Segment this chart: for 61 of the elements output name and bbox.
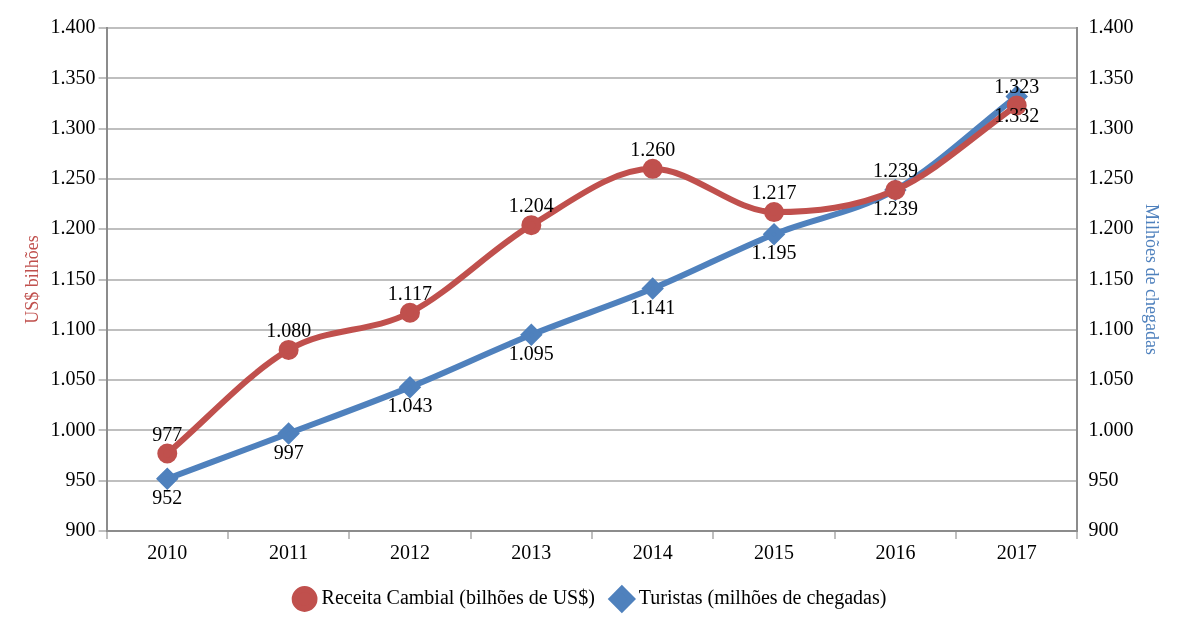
data-label: 1.217 xyxy=(751,181,797,204)
point xyxy=(278,423,299,444)
data-label: 997 xyxy=(273,440,304,463)
point xyxy=(521,324,542,345)
data-label: 1.260 xyxy=(630,138,676,161)
data-label: 1.117 xyxy=(387,281,433,304)
x-tick-label: 2014 xyxy=(632,541,673,564)
point xyxy=(642,158,663,179)
y-tick-label: 1.100 xyxy=(50,317,96,340)
y-tick-label: 1.250 xyxy=(50,166,96,189)
y2-tick-label: 1.350 xyxy=(1088,65,1134,88)
y-tick-label: 1.200 xyxy=(50,216,96,239)
y-axis-title: US$ bilhões xyxy=(21,235,42,324)
y2-tick-label: 1.100 xyxy=(1088,317,1134,340)
x-tick-label: 2013 xyxy=(511,541,552,564)
data-label: 1.239 xyxy=(872,159,918,182)
data-label: 977 xyxy=(152,422,183,445)
y2-tick-label: 1.150 xyxy=(1088,266,1134,289)
x-tick-label: 2011 xyxy=(268,541,309,564)
y2-tick-label: 900 xyxy=(1088,518,1119,541)
x-tick-label: 2010 xyxy=(147,541,188,564)
x-tick-label: 2015 xyxy=(754,541,795,564)
y-tick-label: 1.150 xyxy=(50,266,96,289)
point xyxy=(764,202,785,223)
point xyxy=(157,468,178,489)
point xyxy=(278,339,299,360)
data-label: 1.323 xyxy=(994,74,1040,97)
y-tick-label: 950 xyxy=(65,467,96,490)
y2-tick-label: 1.200 xyxy=(1088,216,1134,239)
point xyxy=(642,278,663,299)
data-label: 1.080 xyxy=(266,319,312,342)
y2-tick-label: 1.300 xyxy=(1088,115,1134,138)
y2-tick-label: 1.050 xyxy=(1088,367,1134,390)
point xyxy=(399,302,420,323)
y-tick-label: 1.300 xyxy=(50,115,96,138)
point xyxy=(399,377,420,398)
point xyxy=(521,215,542,236)
legend-label: Turistas (milhões de chegadas) xyxy=(638,586,887,610)
point xyxy=(157,443,178,464)
y2-tick-label: 1.400 xyxy=(1088,15,1134,38)
data-label: 1.195 xyxy=(751,241,797,264)
y-tick-label: 1.050 xyxy=(50,367,96,390)
y-tick-label: 1.350 xyxy=(50,65,96,88)
y-tick-label: 1.000 xyxy=(50,417,96,440)
data-label: 1.141 xyxy=(630,295,676,318)
data-label: 952 xyxy=(152,485,183,508)
y2-tick-label: 1.250 xyxy=(1088,166,1134,189)
x-tick-label: 2016 xyxy=(875,541,916,564)
x-tick-label: 2012 xyxy=(389,541,430,564)
y2-tick-label: 950 xyxy=(1088,467,1119,490)
data-label: 1.043 xyxy=(387,394,433,417)
point xyxy=(764,224,785,245)
y-tick-label: 900 xyxy=(65,518,96,541)
data-label: 1.204 xyxy=(508,194,554,217)
data-label: 1.239 xyxy=(872,197,918,220)
y2-tick-label: 1.000 xyxy=(1088,417,1134,440)
x-tick-label: 2017 xyxy=(996,541,1037,564)
legend-label: Receita Cambial (bilhões de US$) xyxy=(321,586,595,610)
y-tick-label: 1.400 xyxy=(50,15,96,38)
data-label: 1.095 xyxy=(508,342,554,365)
y2-axis-title: Milhões de chegadas xyxy=(1142,204,1163,355)
